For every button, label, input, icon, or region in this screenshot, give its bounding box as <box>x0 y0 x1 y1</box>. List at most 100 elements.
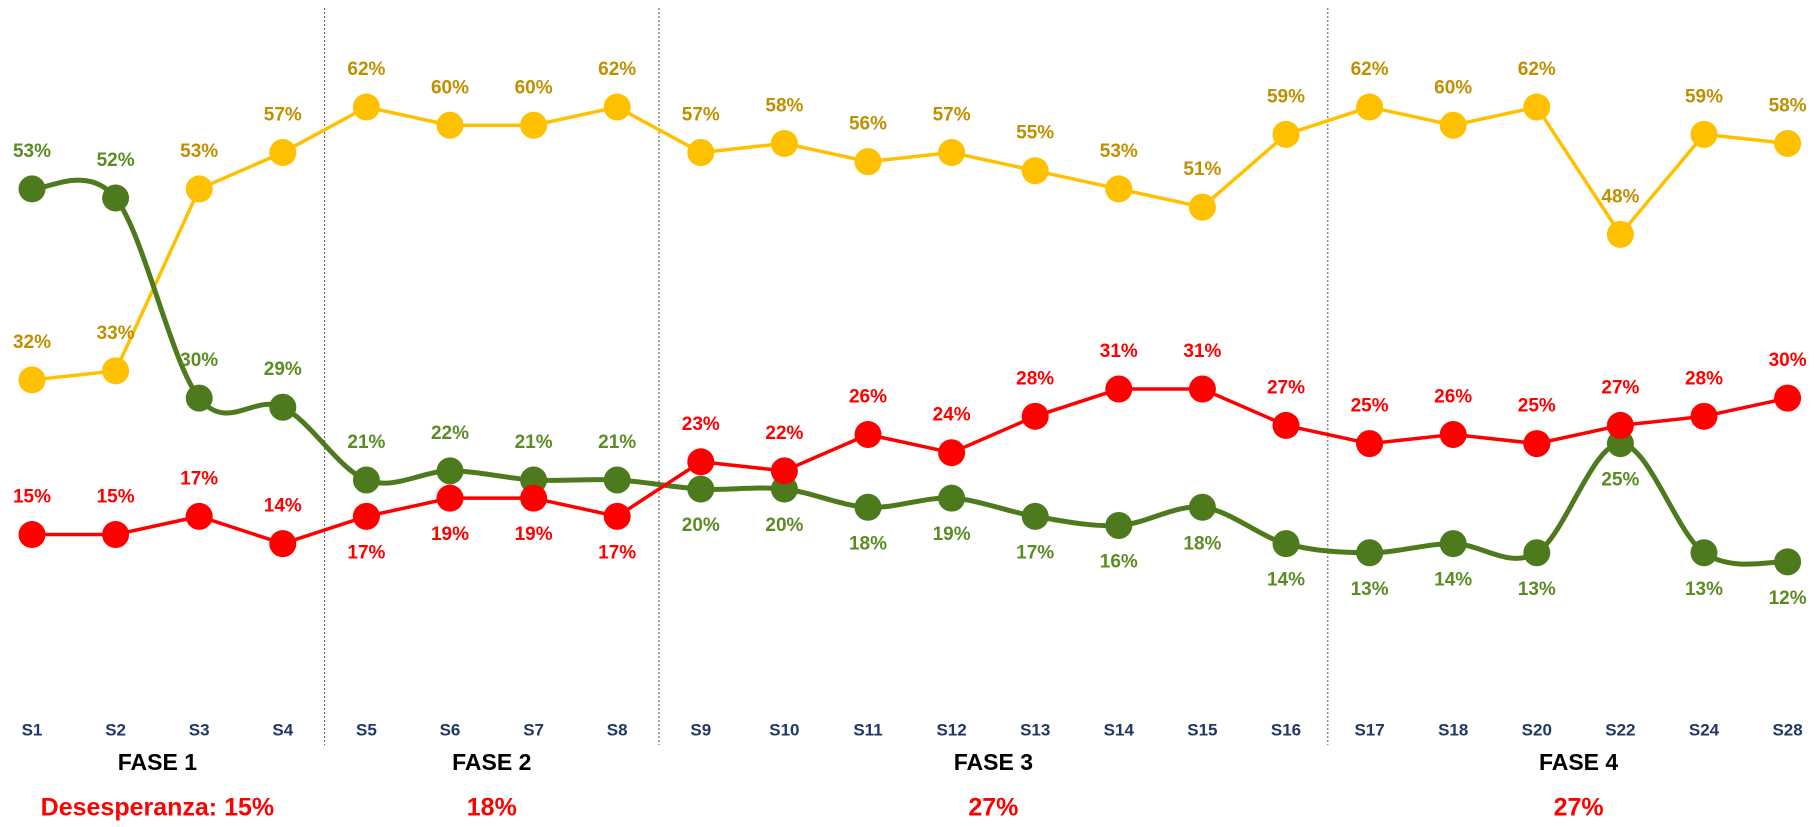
point <box>102 521 130 549</box>
phase-note: 27% <box>968 794 1018 822</box>
data-label: 62% <box>598 59 636 80</box>
data-label: 17% <box>347 542 385 563</box>
data-label: 18% <box>1183 533 1221 554</box>
point <box>1188 375 1216 403</box>
x-tick-label: S17 <box>1354 720 1384 739</box>
x-tick-label: S3 <box>189 720 210 739</box>
phase-note: 27% <box>1554 794 1604 822</box>
data-label: 53% <box>1100 141 1138 162</box>
data-label: 15% <box>13 487 51 508</box>
x-tick-label: S8 <box>607 720 628 739</box>
data-label: 56% <box>849 114 887 135</box>
data-label: 62% <box>1351 59 1389 80</box>
x-tick-label: S4 <box>272 720 293 739</box>
point <box>1356 539 1384 567</box>
point <box>1690 120 1718 148</box>
data-label: 60% <box>431 77 469 98</box>
point <box>770 129 798 157</box>
data-label: 30% <box>1769 350 1807 371</box>
point <box>102 184 130 212</box>
data-label: 19% <box>515 524 553 545</box>
point <box>1105 375 1133 403</box>
data-label: 17% <box>180 468 218 489</box>
x-tick-label: S6 <box>440 720 461 739</box>
data-label: 19% <box>431 524 469 545</box>
point <box>352 93 380 121</box>
data-label: 21% <box>598 432 636 453</box>
data-label: 62% <box>1518 59 1556 80</box>
data-label: 62% <box>347 59 385 80</box>
point <box>603 466 631 494</box>
point <box>1021 157 1049 185</box>
x-tick-label: S24 <box>1689 720 1720 739</box>
data-label: 22% <box>431 423 469 444</box>
point <box>185 502 213 530</box>
data-label: 26% <box>1434 387 1472 408</box>
data-label: 48% <box>1601 186 1639 207</box>
x-tick-label: S12 <box>936 720 966 739</box>
data-label: 20% <box>765 515 803 536</box>
data-label: 31% <box>1100 341 1138 362</box>
point <box>938 484 966 512</box>
data-label: 57% <box>933 105 971 126</box>
point <box>770 457 798 485</box>
point <box>938 439 966 467</box>
x-tick-label: S22 <box>1605 720 1635 739</box>
data-label: 58% <box>765 95 803 116</box>
point <box>1105 175 1133 203</box>
point <box>352 466 380 494</box>
data-label: 60% <box>515 77 553 98</box>
point <box>1690 539 1718 567</box>
phase-label: FASE 1 <box>118 749 197 775</box>
point <box>603 93 631 121</box>
x-tick-label: S10 <box>769 720 799 739</box>
point <box>1272 530 1300 558</box>
point <box>520 484 548 512</box>
point <box>854 493 882 521</box>
point <box>1356 93 1384 121</box>
point <box>1021 402 1049 430</box>
point <box>1439 421 1467 449</box>
point <box>1774 129 1802 157</box>
x-tick-label: S11 <box>853 720 882 739</box>
phase-label: FASE 4 <box>1539 749 1618 775</box>
point <box>1272 120 1300 148</box>
point <box>1523 539 1551 567</box>
point <box>269 530 297 558</box>
point <box>1356 430 1384 458</box>
data-label: 23% <box>682 414 720 435</box>
data-label: 33% <box>97 323 135 344</box>
phase-label: FASE 3 <box>954 749 1033 775</box>
point <box>102 357 130 385</box>
point <box>1105 511 1133 539</box>
point <box>436 457 464 485</box>
data-label: 59% <box>1267 86 1305 107</box>
data-label: 16% <box>1100 551 1138 572</box>
point <box>18 366 46 394</box>
data-label: 58% <box>1769 95 1807 116</box>
data-label: 53% <box>13 141 51 162</box>
data-label: 24% <box>933 405 971 426</box>
point <box>1439 530 1467 558</box>
point <box>1021 502 1049 530</box>
data-label: 57% <box>682 105 720 126</box>
data-label: 32% <box>13 332 51 353</box>
point <box>1690 402 1718 430</box>
data-label: 30% <box>180 350 218 371</box>
data-label: 22% <box>765 423 803 444</box>
point <box>1774 384 1802 412</box>
data-label: 59% <box>1685 86 1723 107</box>
point <box>1188 493 1216 521</box>
data-label: 53% <box>180 141 218 162</box>
data-label: 51% <box>1183 159 1221 180</box>
x-tick-label: S1 <box>22 720 43 739</box>
x-tick-label: S15 <box>1187 720 1217 739</box>
data-label: 13% <box>1685 579 1723 600</box>
series-line <box>31 105 1788 382</box>
x-tick-label: S7 <box>523 720 544 739</box>
point <box>1272 411 1300 439</box>
data-label: 28% <box>1685 368 1723 389</box>
data-label: 52% <box>97 150 135 171</box>
point <box>18 175 46 203</box>
